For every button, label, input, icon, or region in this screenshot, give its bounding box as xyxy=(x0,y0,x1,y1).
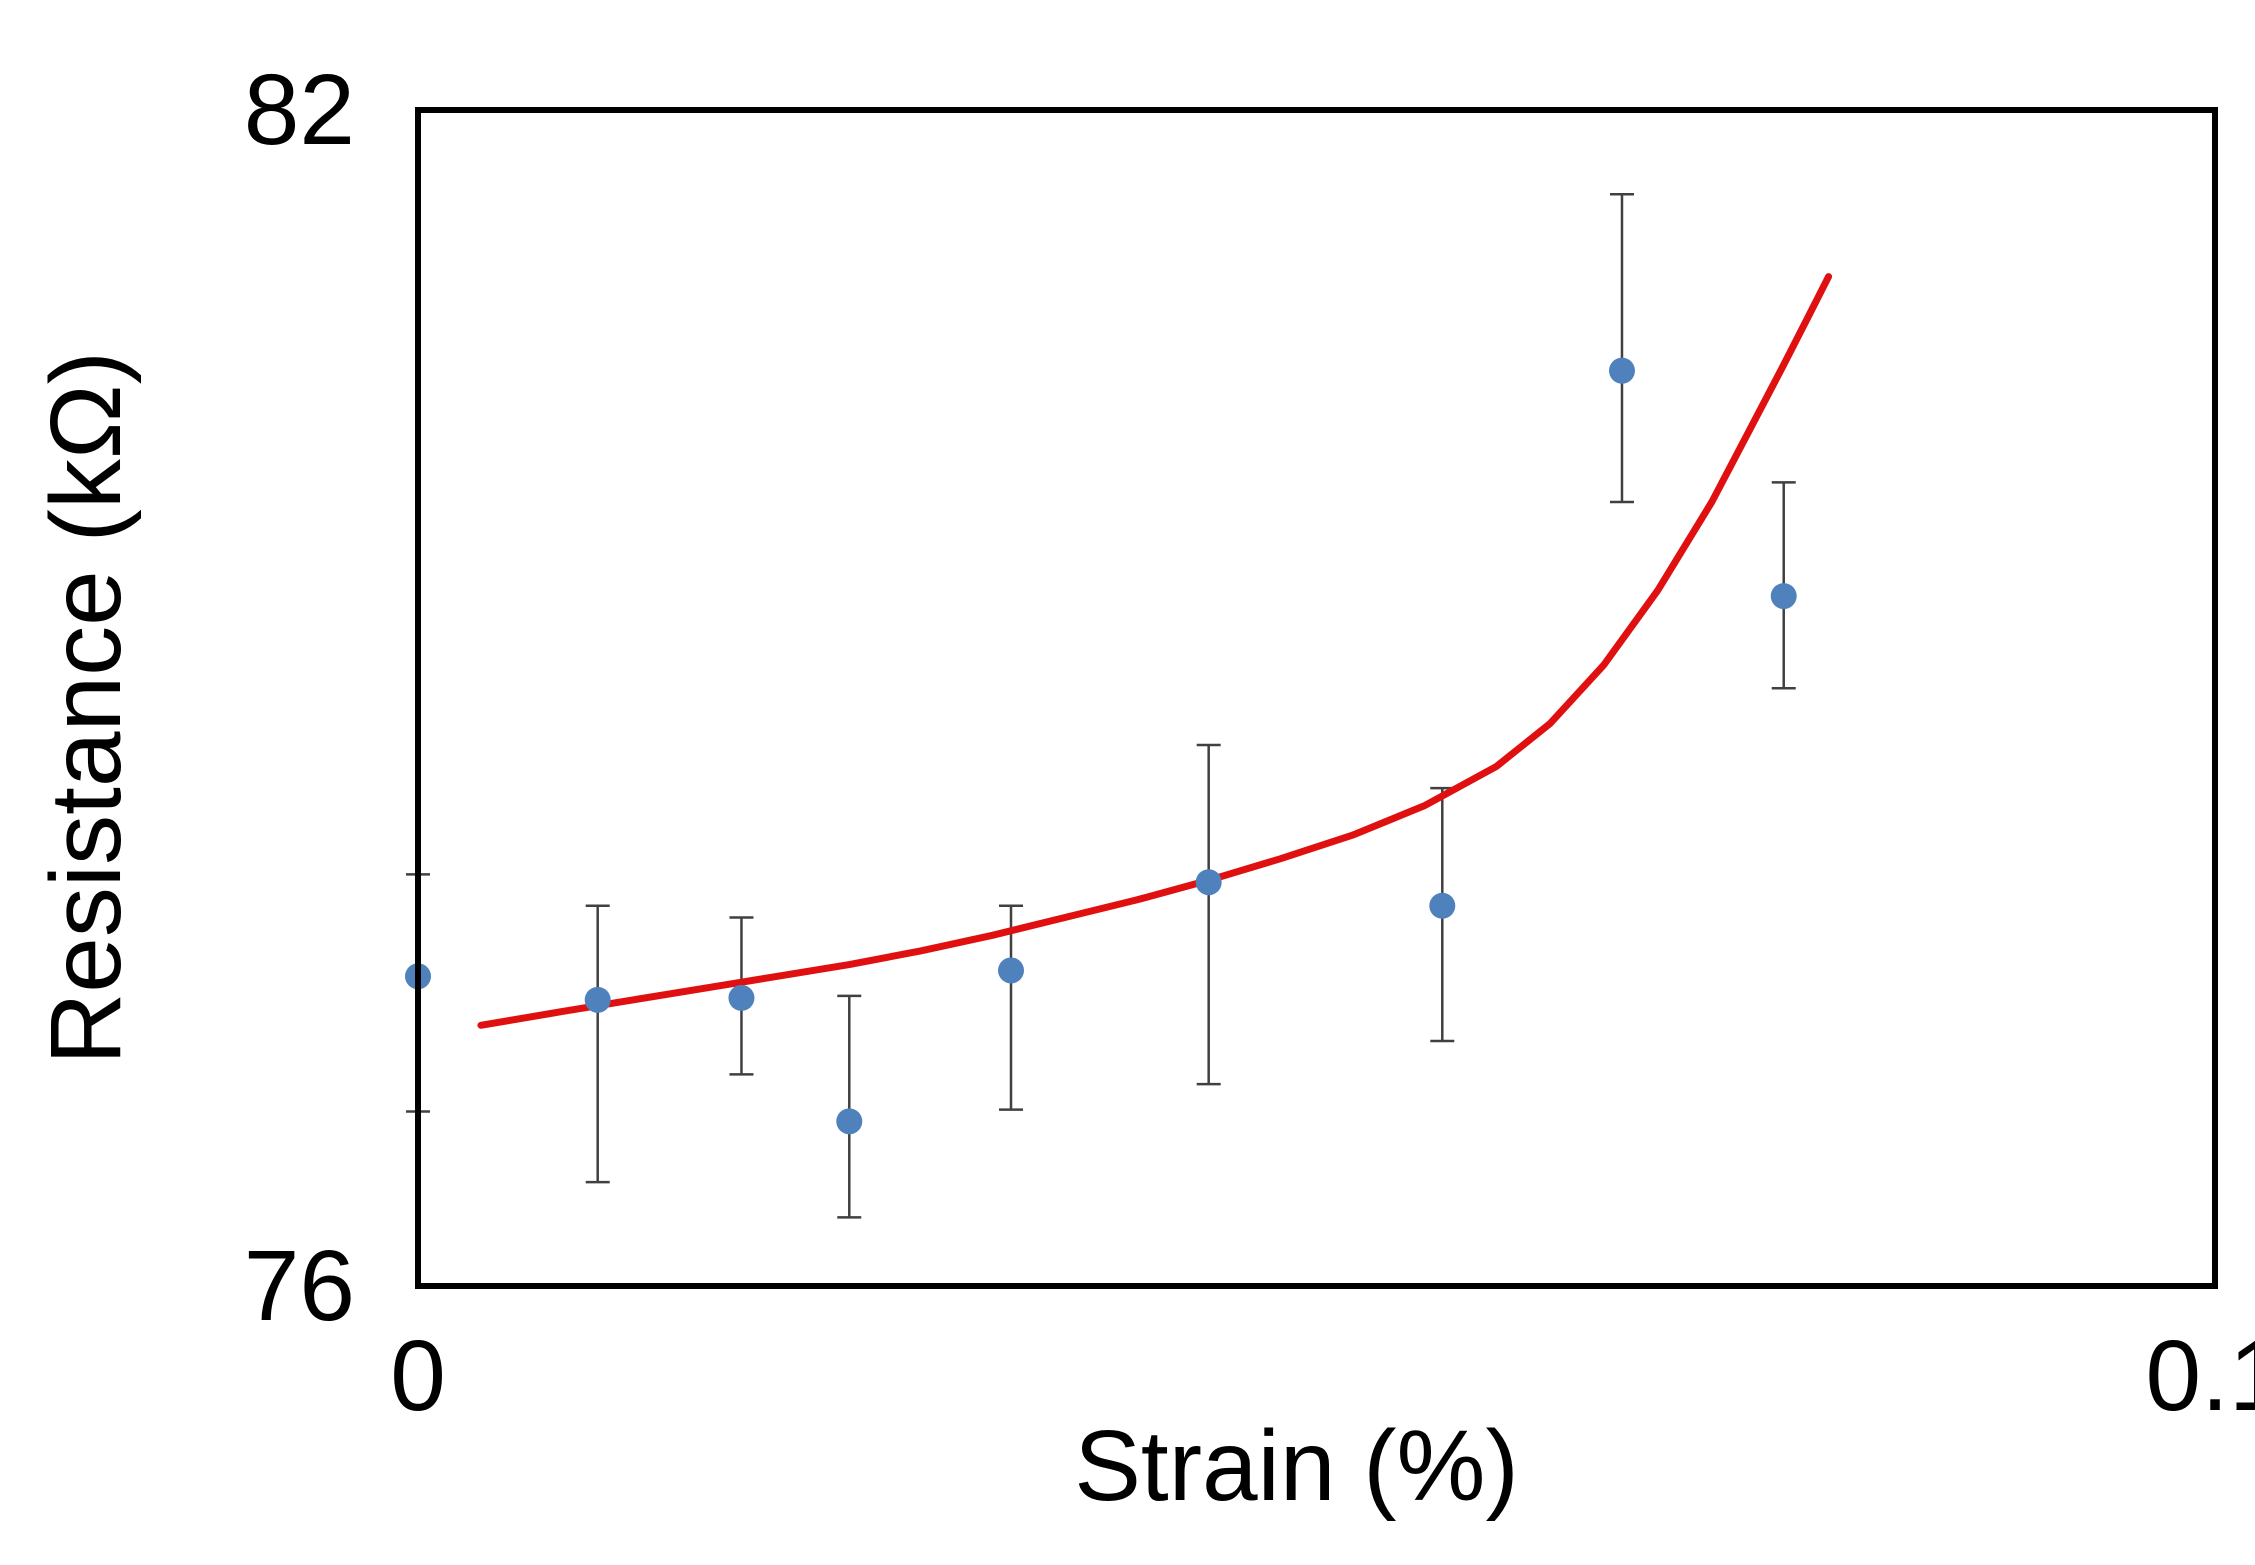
data-point xyxy=(1770,583,1797,610)
data-point xyxy=(1608,357,1635,384)
y-tick-label: 82 xyxy=(244,54,355,166)
fit-curve xyxy=(477,273,1833,1029)
y-tick-label: 76 xyxy=(244,1230,355,1342)
fit-curve-layer xyxy=(477,273,1833,1029)
error-bars-layer xyxy=(406,193,1796,1219)
x-tick-label: 0.1 xyxy=(2145,1320,2255,1432)
data-point xyxy=(584,986,611,1013)
x-tick-label: 0 xyxy=(390,1320,446,1432)
data-point xyxy=(836,1108,863,1135)
plot-frame xyxy=(415,107,2218,1289)
data-points-layer xyxy=(405,357,1797,1135)
data-point xyxy=(728,984,755,1011)
y-axis-title: Resistance (kΩ) xyxy=(30,351,142,1065)
data-point xyxy=(1195,869,1222,896)
x-axis-title: Strain (%) xyxy=(1074,1410,1519,1522)
data-point xyxy=(1429,892,1456,919)
tick-labels-layer: 82 76 0 0.1 xyxy=(244,54,2255,1432)
data-point xyxy=(998,957,1025,984)
